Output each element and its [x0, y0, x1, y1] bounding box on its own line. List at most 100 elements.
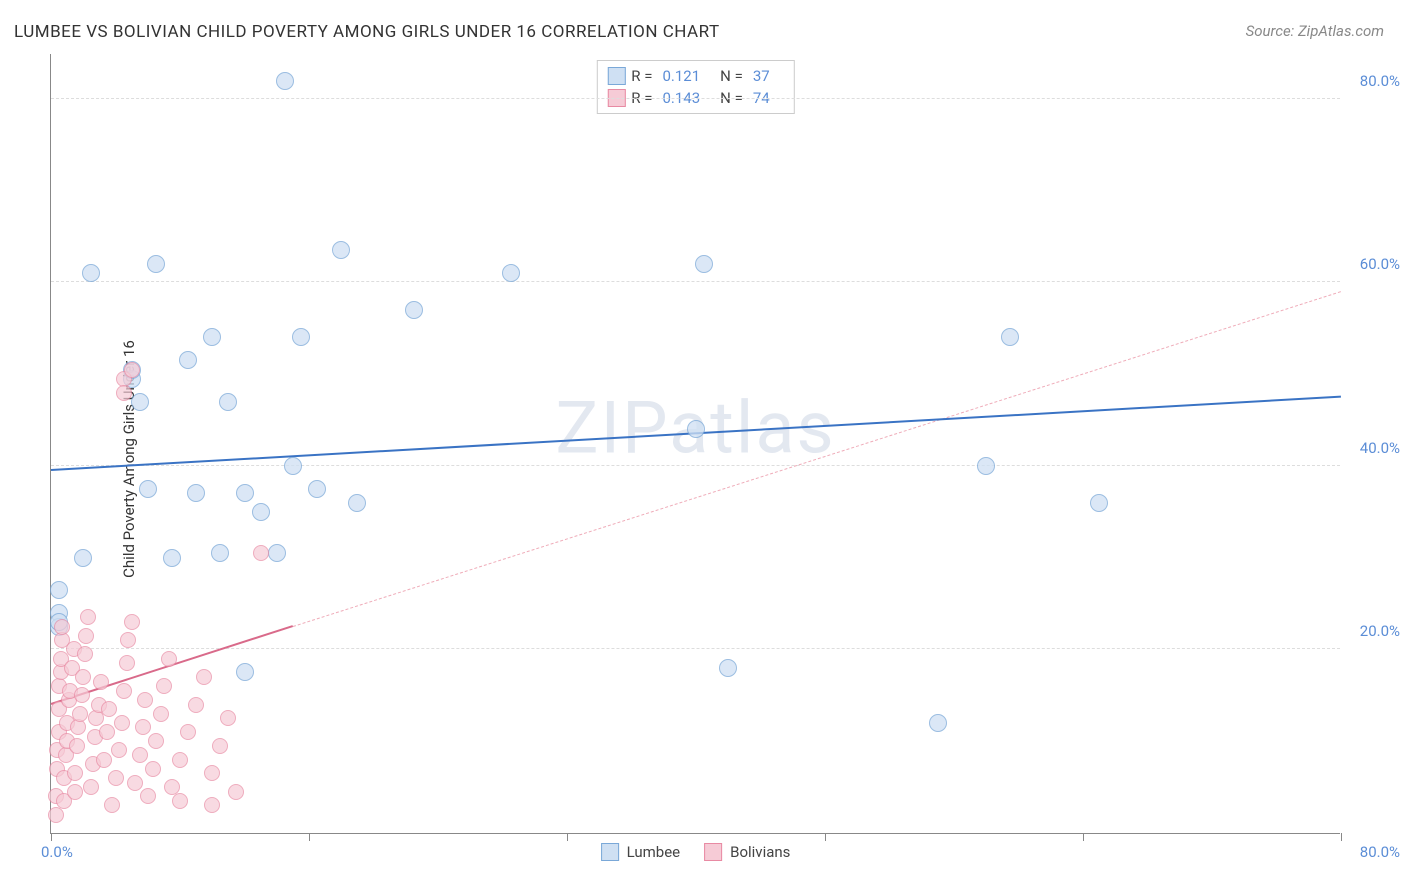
- data-point: [228, 784, 244, 800]
- data-point: [135, 719, 151, 735]
- source-attribution: Source: ZipAtlas.com: [1246, 22, 1384, 40]
- data-point: [70, 719, 86, 735]
- data-point: [137, 692, 153, 708]
- data-point: [124, 362, 140, 378]
- plot-area: ZIPatlas R = 0.121 N = 37 R = 0.143 N = …: [50, 54, 1340, 834]
- gridline: [51, 465, 1340, 466]
- data-point: [187, 484, 205, 502]
- data-point: [48, 807, 64, 823]
- data-point: [204, 797, 220, 813]
- data-point: [147, 255, 165, 273]
- data-point: [253, 545, 269, 561]
- data-point: [156, 678, 172, 694]
- data-point: [145, 761, 161, 777]
- data-point: [211, 544, 229, 562]
- data-point: [108, 770, 124, 786]
- x-tick: [825, 833, 826, 841]
- legend-label: Bolivians: [730, 843, 790, 861]
- data-point: [99, 724, 115, 740]
- data-point: [131, 393, 149, 411]
- data-point: [72, 706, 88, 722]
- legend-row-lumbee: R = 0.121 N = 37: [607, 65, 783, 87]
- data-point: [219, 393, 237, 411]
- y-tick-label: 80.0%: [1360, 72, 1400, 90]
- x-axis-min-label: 0.0%: [41, 843, 73, 861]
- gridline: [51, 648, 1340, 649]
- data-point: [77, 646, 93, 662]
- data-point: [1090, 494, 1108, 512]
- data-point: [348, 494, 366, 512]
- data-point: [101, 701, 117, 717]
- series-legend: Lumbee Bolivians: [601, 843, 791, 861]
- data-point: [179, 351, 197, 369]
- data-point: [153, 706, 169, 722]
- data-point: [93, 674, 109, 690]
- data-point: [82, 264, 100, 282]
- data-point: [252, 503, 270, 521]
- data-point: [104, 797, 120, 813]
- y-tick-label: 20.0%: [1360, 622, 1400, 640]
- data-point: [67, 765, 83, 781]
- data-point: [116, 683, 132, 699]
- data-point: [502, 264, 520, 282]
- data-point: [114, 715, 130, 731]
- x-tick: [1341, 833, 1342, 841]
- data-point: [78, 628, 94, 644]
- data-point: [405, 301, 423, 319]
- chart-container: LUMBEE VS BOLIVIAN CHILD POVERTY AMONG G…: [0, 0, 1406, 892]
- y-tick-label: 40.0%: [1360, 439, 1400, 457]
- data-point: [161, 651, 177, 667]
- data-point: [139, 480, 157, 498]
- data-point: [140, 788, 156, 804]
- data-point: [172, 793, 188, 809]
- swatch-lumbee: [607, 67, 625, 85]
- x-tick: [309, 833, 310, 841]
- data-point: [120, 632, 136, 648]
- source-prefix: Source:: [1246, 22, 1298, 40]
- data-point: [929, 714, 947, 732]
- y-tick-label: 60.0%: [1360, 255, 1400, 273]
- legend-label: Lumbee: [627, 843, 681, 861]
- data-point: [172, 752, 188, 768]
- data-point: [687, 420, 705, 438]
- gridline: [51, 281, 1340, 282]
- data-point: [236, 663, 254, 681]
- source-link[interactable]: ZipAtlas.com: [1298, 22, 1384, 40]
- data-point: [719, 659, 737, 677]
- data-point: [203, 328, 221, 346]
- data-point: [292, 328, 310, 346]
- x-tick: [51, 833, 52, 841]
- data-point: [180, 724, 196, 740]
- data-point: [332, 241, 350, 259]
- data-point: [67, 784, 83, 800]
- data-point: [204, 765, 220, 781]
- data-point: [695, 255, 713, 273]
- data-point: [148, 733, 164, 749]
- data-point: [308, 480, 326, 498]
- r-label: R =: [631, 67, 652, 85]
- data-point: [119, 655, 135, 671]
- data-point: [268, 544, 286, 562]
- data-point: [80, 609, 96, 625]
- data-point: [111, 742, 127, 758]
- x-tick: [567, 833, 568, 841]
- data-point: [74, 687, 90, 703]
- r-value: 0.121: [662, 67, 700, 85]
- legend-item-lumbee: Lumbee: [601, 843, 681, 861]
- correlation-legend: R = 0.121 N = 37 R = 0.143 N = 74: [596, 60, 794, 114]
- data-point: [132, 747, 148, 763]
- data-point: [196, 669, 212, 685]
- data-point: [977, 457, 995, 475]
- data-point: [54, 619, 70, 635]
- trend-line: [293, 291, 1341, 627]
- data-point: [236, 484, 254, 502]
- swatch-lumbee: [601, 843, 619, 861]
- legend-item-bolivians: Bolivians: [704, 843, 790, 861]
- x-axis-max-label: 80.0%: [1360, 843, 1400, 861]
- swatch-bolivians: [704, 843, 722, 861]
- data-point: [116, 385, 132, 401]
- chart-title: LUMBEE VS BOLIVIAN CHILD POVERTY AMONG G…: [14, 22, 720, 42]
- data-point: [124, 614, 140, 630]
- data-point: [127, 775, 143, 791]
- data-point: [96, 752, 112, 768]
